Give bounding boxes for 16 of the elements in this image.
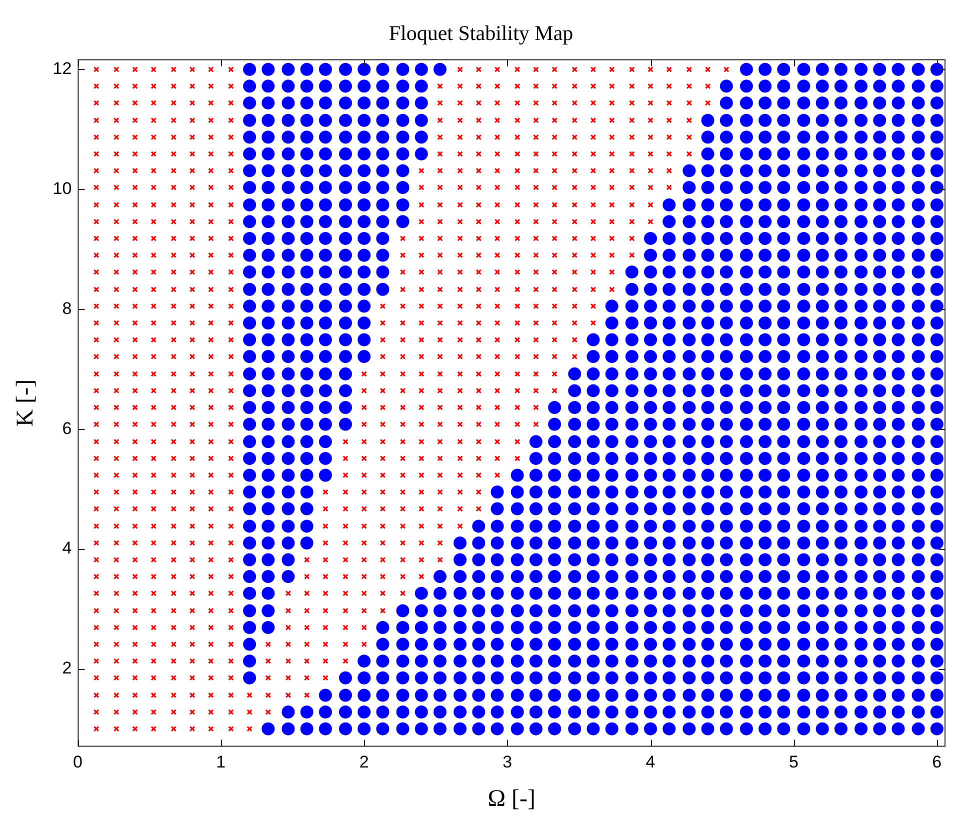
- y-tick-label: 2: [62, 658, 72, 678]
- y-tick-label: 4: [62, 538, 72, 558]
- y-tick-label: 12: [52, 59, 72, 78]
- chart-title: Floquet Stability Map: [388, 21, 574, 46]
- y-axis-title: K [-]: [12, 379, 39, 427]
- x-tick-label: 3: [502, 752, 512, 772]
- y-tick-label: 10: [52, 178, 72, 198]
- x-tick-label: 0: [72, 752, 82, 772]
- y-tick-label: 6: [62, 418, 72, 438]
- x-tick-label: 5: [788, 752, 798, 772]
- x-tick-label: 1: [216, 752, 226, 772]
- x-tick-label: 2: [359, 752, 369, 772]
- x-tick-label: 4: [646, 752, 656, 772]
- x-tick-label: 6: [932, 752, 942, 772]
- x-axis-title: Ω [-]: [488, 786, 536, 812]
- y-tick-label: 8: [62, 298, 72, 318]
